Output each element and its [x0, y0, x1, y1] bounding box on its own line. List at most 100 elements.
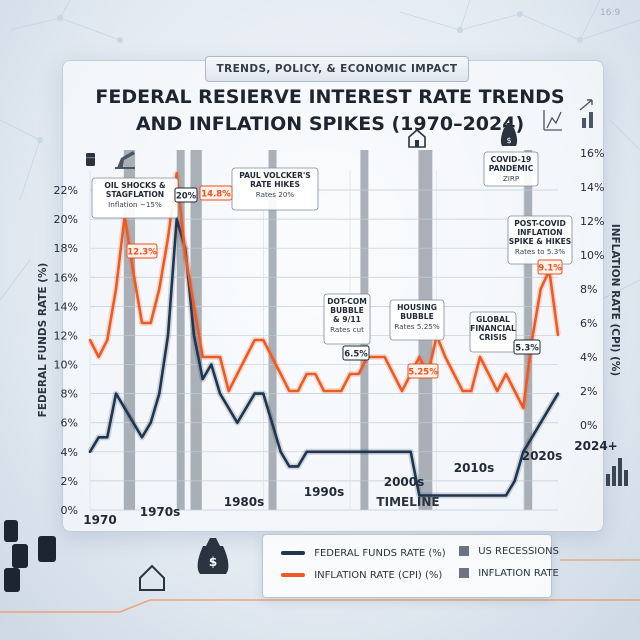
series-point — [392, 450, 395, 453]
x-axis-label: TIMELINE — [376, 495, 439, 509]
value-label-box — [342, 345, 370, 361]
series-point — [184, 254, 187, 256]
legend-label-inflation: INFLATION RATE (CPI) (%) — [314, 570, 443, 581]
chart-kicker: TRENDS, POLICY, & ECONOMIC IMPACT — [205, 56, 469, 82]
series-point — [123, 407, 126, 410]
annotation-subtitle: Rates to 5.3% — [515, 247, 565, 256]
series-point — [513, 390, 516, 392]
series-point — [271, 356, 273, 358]
series-point — [366, 450, 369, 453]
value-label-chip: 5.25% — [407, 363, 439, 379]
annotation-title-line: BUBBLE — [400, 312, 434, 321]
left-axis-label: FEDERAL FUNDS RATE (%) — [37, 263, 49, 418]
left-tick-label: 22% — [54, 184, 78, 197]
recession-band-3 — [268, 150, 277, 510]
chart-title-line1: FEDERAL RESIERVE INTEREST RATE TRENDS — [95, 86, 565, 108]
series-point — [97, 356, 100, 358]
series-point — [479, 494, 481, 497]
series-point — [548, 407, 551, 410]
annotation-subtitle: Inflation ~15% — [108, 200, 162, 209]
x-tick-label: 2000s — [384, 475, 425, 489]
series-point — [193, 305, 195, 307]
annotation-title-line: STAGFLATION — [106, 190, 164, 199]
series-point — [409, 450, 412, 453]
series-point — [89, 450, 91, 453]
right-tick-label: 0% — [580, 419, 597, 432]
series-point — [505, 373, 507, 375]
series-point — [314, 373, 317, 375]
svg-text:$: $ — [506, 136, 511, 145]
series-point — [262, 339, 265, 341]
series-point — [461, 494, 464, 497]
series-point — [539, 288, 542, 290]
series-point — [132, 421, 135, 424]
legend-swatch-fed — [281, 551, 305, 555]
series-point — [106, 339, 109, 341]
series-point — [175, 172, 178, 175]
series-point — [219, 356, 221, 358]
right-tick-label: 16% — [580, 147, 604, 160]
series-point — [453, 494, 455, 497]
right-tick-label: 6% — [580, 317, 597, 330]
left-tick-label: 12% — [54, 329, 78, 342]
annotation-title-line: GLOBAL — [476, 315, 510, 324]
left-tick-label: 4% — [61, 446, 78, 459]
legend-label-inflation-rate: INFLATION RATE — [478, 568, 559, 579]
x-tick-label: 1990s — [304, 485, 345, 499]
x-tick-label: 1970s — [140, 505, 181, 519]
series-point — [496, 390, 499, 392]
series-point — [227, 390, 230, 392]
left-tick-label: 20% — [54, 213, 78, 226]
bar-chart-icon — [543, 110, 562, 131]
value-label-box — [407, 363, 439, 379]
series-point — [149, 322, 152, 324]
series-point — [522, 450, 525, 453]
value-label-chip: 12.3% — [126, 243, 158, 259]
annotation-title-line: OIL SHOCKS & — [104, 181, 166, 190]
series-point — [349, 373, 351, 375]
legend-item-inflation: INFLATION RATE (CPI) (%) — [281, 570, 442, 581]
chart-title: FEDERAL RESIERVE INTEREST RATE TRENDS AN… — [70, 84, 590, 138]
house-icon — [408, 128, 426, 148]
value-label-text: 5.25% — [408, 368, 438, 378]
series-point — [418, 356, 421, 358]
series-point — [505, 494, 507, 497]
series-point — [401, 450, 403, 453]
annotation-box — [483, 151, 539, 187]
legend-item-recessions: US RECESSIONS — [459, 546, 559, 557]
series-point — [271, 421, 273, 424]
series-point — [305, 450, 308, 453]
annotation-box — [469, 311, 517, 353]
left-tick-label: 10% — [54, 359, 78, 372]
series-point — [297, 390, 299, 392]
oil-pump-icon — [115, 151, 135, 169]
annotation-box — [389, 299, 445, 341]
series-point — [479, 356, 481, 358]
left-tick-label: 0% — [61, 504, 78, 517]
corner-readout: 16:9 — [600, 8, 621, 18]
annotation-subtitle: Rates 5.25% — [394, 322, 440, 331]
left-tick-label: 18% — [54, 242, 78, 255]
series-point — [340, 390, 343, 392]
series-point — [522, 407, 525, 409]
annotation-title-line: BUBBLE — [330, 306, 364, 315]
left-tick-label: 8% — [61, 388, 78, 401]
right-tick-label: 12% — [580, 215, 604, 228]
series-point — [167, 334, 169, 337]
series-point — [392, 373, 395, 375]
series-point — [418, 494, 421, 497]
annotation-title-line: POST-COVID — [514, 219, 566, 228]
right-axis-ticks: 0% 2% 4% 6% 8% 10% 12% 14% 16% — [580, 147, 604, 432]
value-labels: 12.3% 20% 14.8% 6.5% 5.25% 9.1% 5.3% — [126, 185, 563, 379]
annotation-subtitle: Rates 20% — [256, 190, 295, 199]
series-point — [253, 339, 256, 341]
chart-legend: FEDERAL FUNDS RATE (%) INFLATION RATE (C… — [262, 534, 559, 598]
series-point — [314, 450, 317, 453]
